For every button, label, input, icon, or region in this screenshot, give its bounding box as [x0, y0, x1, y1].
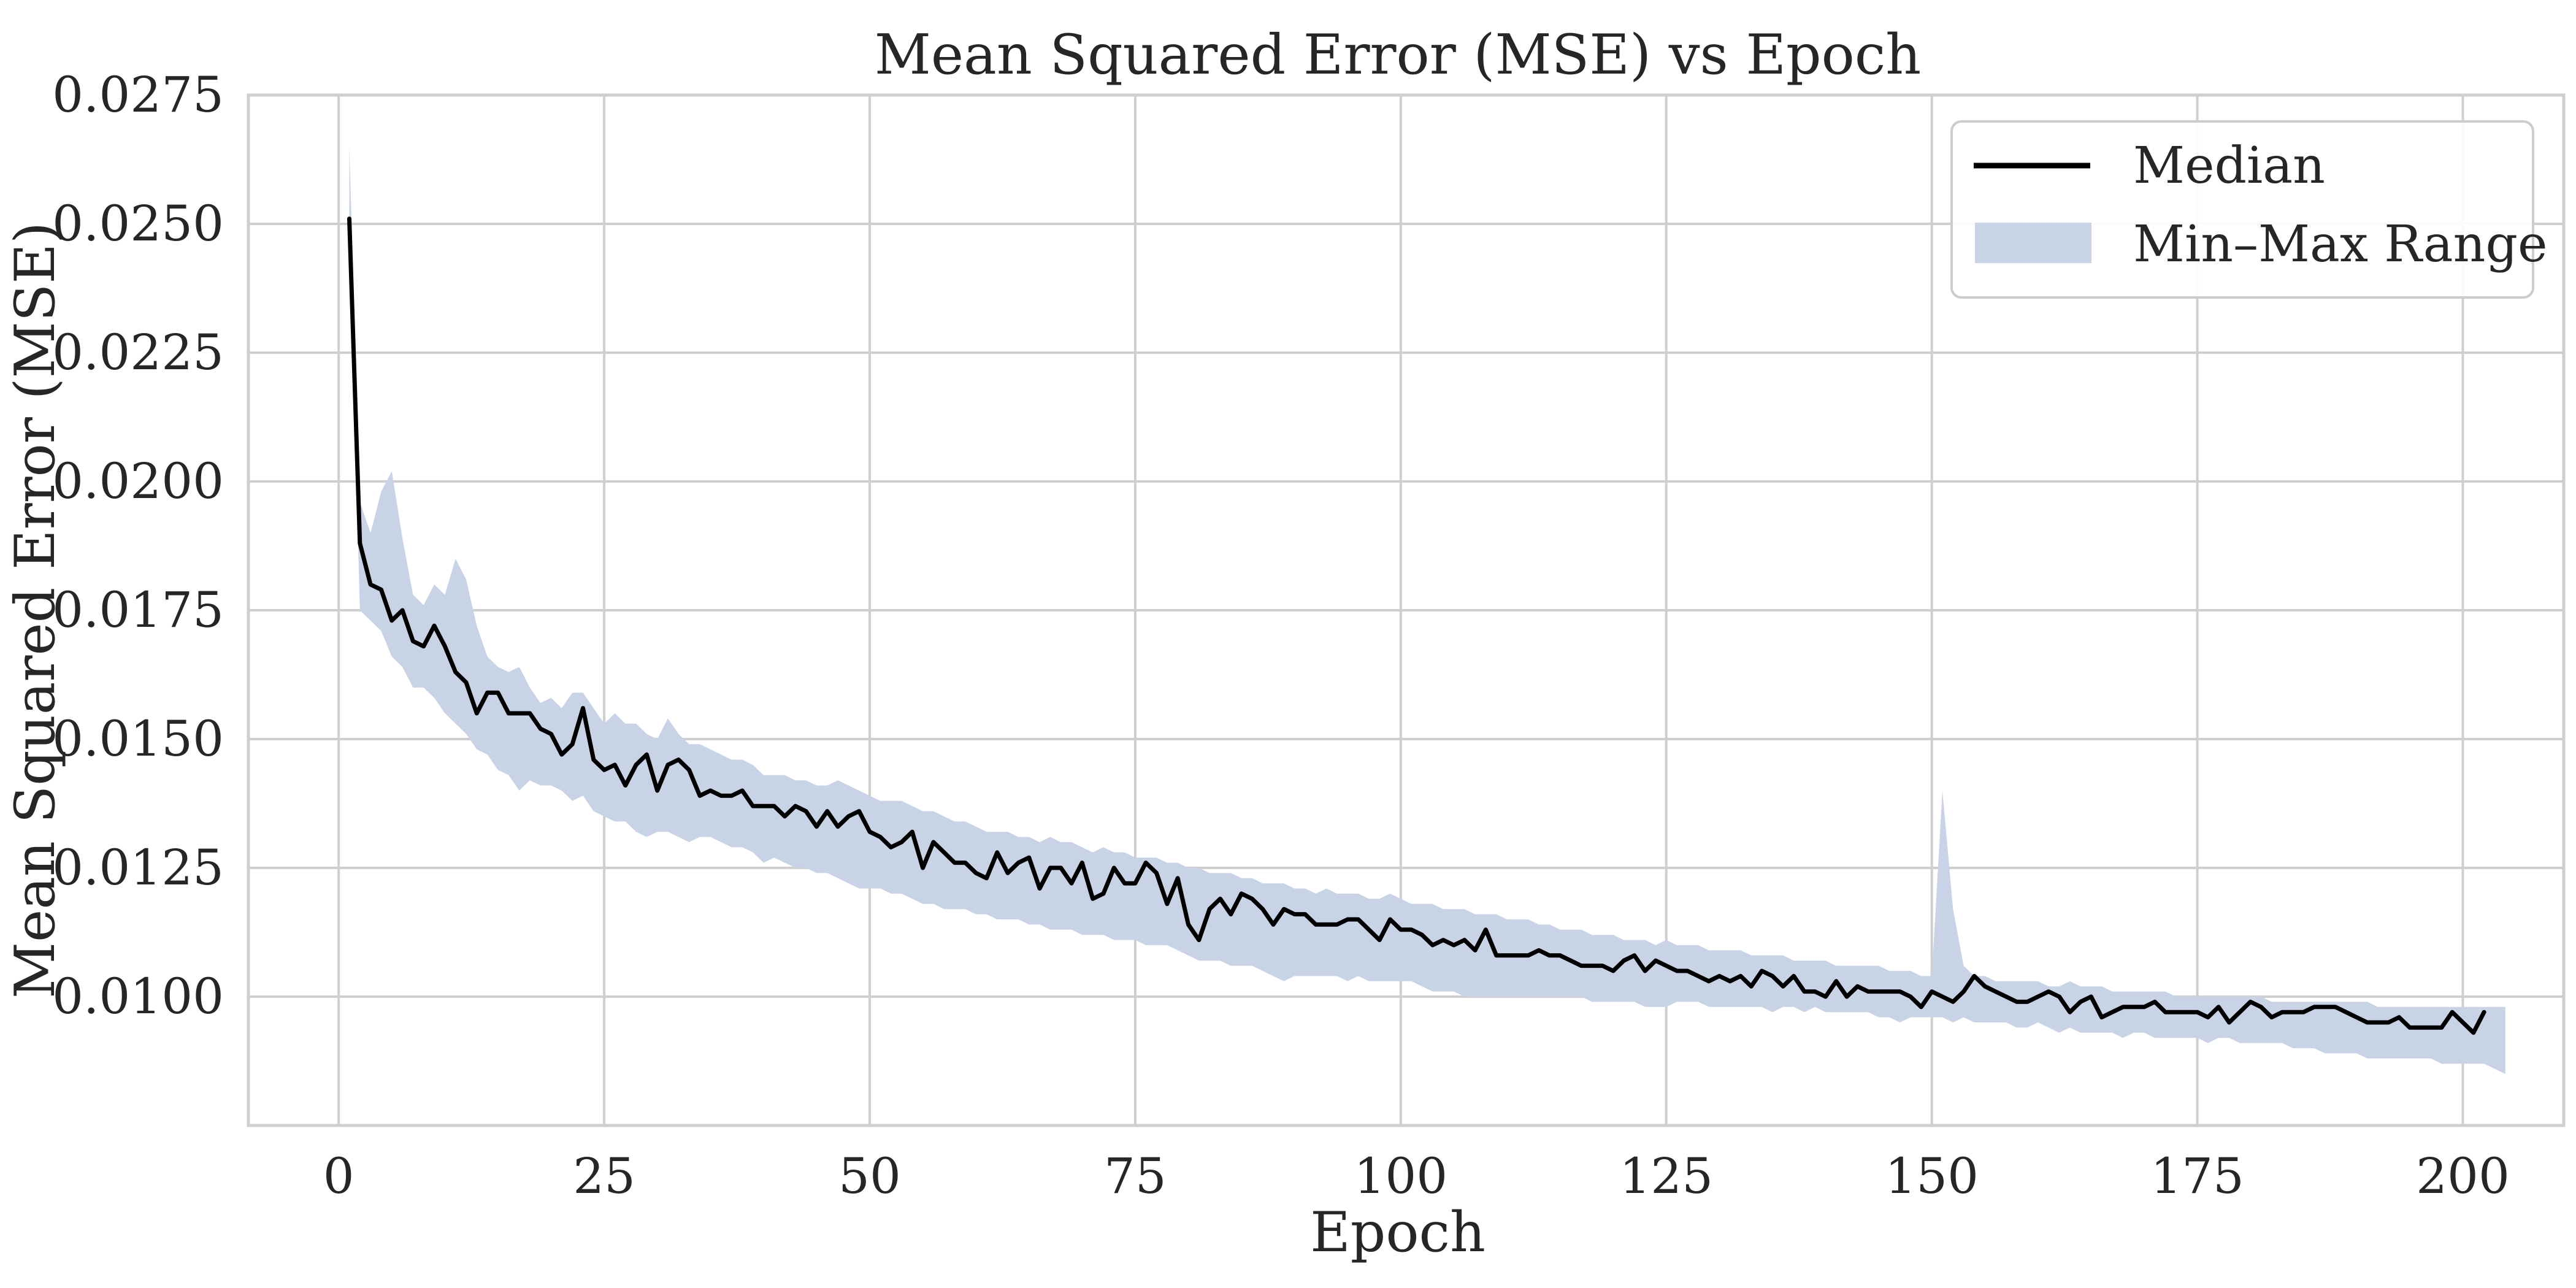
- y-tick-label: 0.0200: [52, 453, 224, 510]
- y-tick-label: 0.0225: [52, 324, 224, 381]
- y-tick-label: 0.0275: [52, 66, 224, 123]
- x-tick-label: 200: [2416, 1148, 2510, 1205]
- median-line-layer: [347, 217, 2486, 1035]
- legend-box: [1950, 120, 2534, 299]
- x-tick-label: 125: [1619, 1148, 1713, 1205]
- median-line: [347, 217, 2486, 1035]
- x-tick-label: 75: [1104, 1148, 1167, 1205]
- chart-title: Mean Squared Error (MSE) vs Epoch: [875, 23, 1921, 87]
- grid-lines: [248, 94, 2564, 1125]
- legend-band-label: Min–Max Range: [2133, 215, 2548, 274]
- x-tick-label: 175: [2150, 1148, 2244, 1205]
- y-tick-label: 0.0125: [52, 839, 224, 896]
- y-tick-label: 0.0150: [52, 710, 224, 767]
- legend-band-swatch: [1975, 223, 2091, 263]
- x-tick-label: 25: [573, 1148, 635, 1205]
- y-tick-labels: 0.0100 0.0125 0.0150 0.0175 0.0200 0.0225 0.02…: [52, 66, 224, 1025]
- y-axis-label: Mean Squared Error (MSE): [3, 222, 67, 999]
- x-tick-label: 0: [323, 1148, 355, 1205]
- x-tick-labels: 0 25 50 75 100 125 150 175 200: [323, 1148, 2510, 1205]
- y-tick-label: 0.0175: [52, 581, 224, 638]
- legend: Median Min–Max Range: [1950, 120, 2548, 299]
- legend-median-label: Median: [2133, 137, 2325, 195]
- x-axis-label: Epoch: [1310, 1200, 1485, 1265]
- x-tick-label: 150: [1885, 1148, 1979, 1205]
- x-tick-label: 100: [1354, 1148, 1447, 1205]
- y-tick-label: 0.0100: [52, 968, 224, 1025]
- y-tick-label: 0.0250: [52, 195, 224, 252]
- x-tick-label: 50: [838, 1148, 901, 1205]
